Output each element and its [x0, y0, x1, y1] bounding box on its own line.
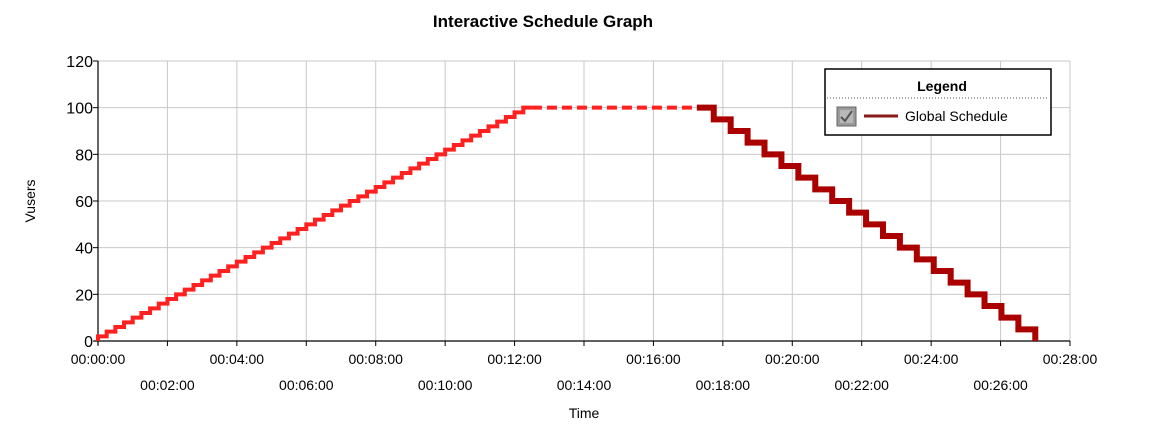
series-line-ramp-up: [96, 105, 532, 341]
x-tick-label: 00:06:00: [279, 377, 334, 393]
x-tick-label: 00:02:00: [140, 377, 195, 393]
legend: Legend Global Schedule: [824, 68, 1052, 136]
x-tick-label: 00:22:00: [834, 377, 889, 393]
y-tick-label: 100: [66, 101, 93, 118]
x-tick-label: 00:16:00: [626, 351, 681, 367]
x-tick-label: 00:00:00: [71, 351, 126, 367]
series-line-ramp-down: [696, 104, 1039, 341]
chart-title: Interactive Schedule Graph: [433, 12, 653, 31]
x-tick-label: 00:04:00: [210, 351, 265, 367]
x-tick-label: 00:20:00: [765, 351, 820, 367]
checkmark-icon: [840, 110, 853, 123]
x-tick-label: 00:24:00: [904, 351, 959, 367]
x-axis-label: Time: [569, 405, 600, 421]
x-tick-label: 00:12:00: [487, 351, 542, 367]
y-tick-label: 120: [66, 54, 93, 71]
x-tick-label: 00:28:00: [1043, 351, 1098, 367]
series-global-schedule[interactable]: [96, 104, 1039, 341]
x-tick-label: 00:10:00: [418, 377, 473, 393]
y-tick-label: 60: [75, 194, 93, 211]
legend-checkbox[interactable]: [836, 106, 857, 127]
x-tick-label: 00:08:00: [348, 351, 403, 367]
y-axis-label: Vusers: [22, 179, 38, 222]
x-tick-label: 00:26:00: [973, 377, 1028, 393]
y-tick-label: 20: [75, 287, 93, 304]
y-tick-label: 40: [75, 241, 93, 258]
x-tick-label: 00:14:00: [557, 377, 612, 393]
x-axis-ticks: 00:00:00 00:02:00 00:04:00 00:06:00 00:08:00…: [71, 341, 1098, 393]
legend-title: Legend: [917, 78, 967, 94]
y-tick-label: 80: [75, 147, 93, 164]
legend-item-label: Global Schedule: [905, 108, 1008, 124]
legend-box: [824, 68, 1052, 136]
x-tick-label: 00:18:00: [696, 377, 751, 393]
axes: [94, 61, 1070, 345]
grid: [98, 60, 1071, 341]
y-axis-ticks: 0 20 40 60 80 100 120: [66, 54, 98, 351]
y-tick-label: 0: [84, 334, 93, 351]
